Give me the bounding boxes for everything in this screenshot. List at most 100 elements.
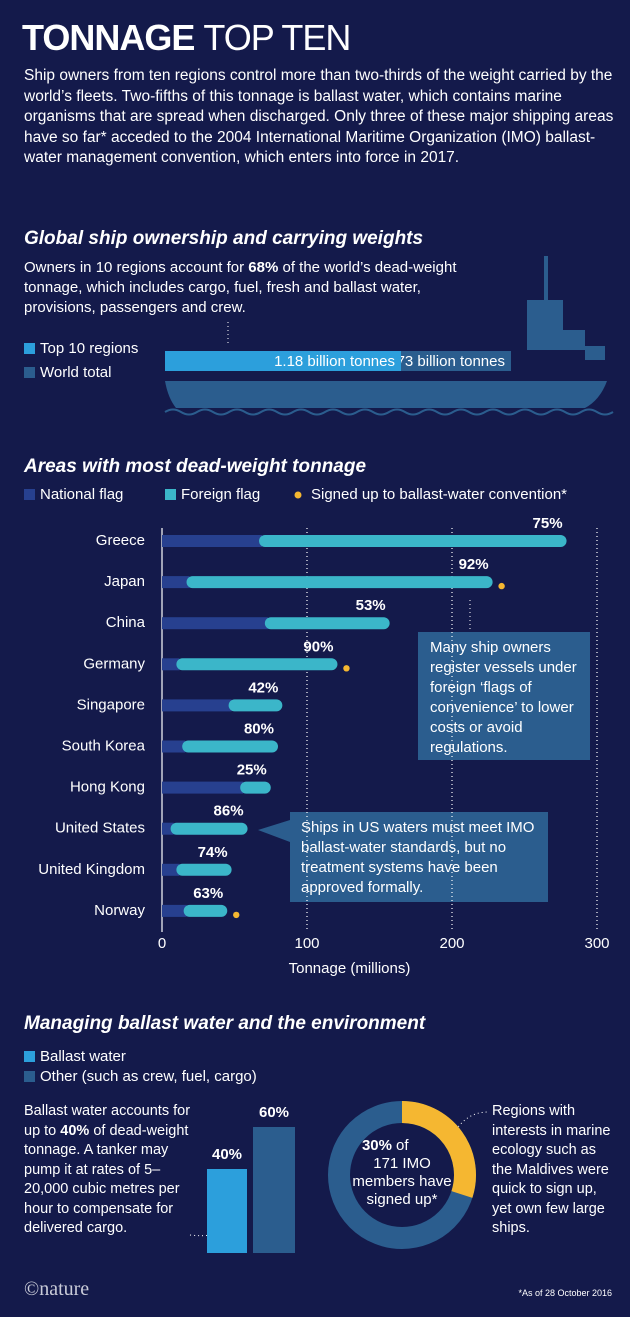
x-tick-label: 0 [158,935,166,952]
share-label: 92% [459,556,489,573]
bold-text: 40% [60,1122,90,1139]
signed-marker [498,582,505,590]
bar-foreign [176,658,338,671]
center-text: 171 IMO [373,1155,431,1172]
share-label: 90% [303,638,333,655]
bar-national [162,781,244,794]
bar-foreign [186,576,493,589]
category-label: Germany [83,655,145,672]
category-label: Singapore [77,696,145,713]
x-tick-label: 100 [294,935,319,952]
legend-swatch [165,489,176,500]
bold-text: 68% [248,259,279,276]
legend-label: Foreign flag [181,486,260,503]
section-title: Areas with most dead-weight tonnage [24,456,367,477]
category-label: Greece [96,532,145,549]
value-label: 60% [259,1104,289,1121]
legend-swatch [24,1071,35,1082]
legend-label: Top 10 regions [40,340,138,357]
title-rest: TOP TEN [203,17,351,58]
column [207,1169,247,1253]
title-bold: TONNAGE [22,17,195,58]
annotation-box [290,812,548,902]
legend-swatch [24,489,35,500]
legend-label: Signed up to ballast-water convention* [311,486,567,503]
category-label: China [106,614,146,631]
pointer [258,820,290,842]
text: of dead-weight tonnage. A tanker may pum… [24,1122,189,1237]
category-label: United States [55,820,145,837]
bar-foreign [264,617,390,630]
leader [455,1111,489,1131]
bar-national [162,617,268,630]
value-label: 1.73 billion tonnes [384,353,505,370]
column [253,1127,295,1253]
annotation: Many ship owners register vessels under … [430,639,577,756]
center-text: of [396,1137,409,1154]
section-title: Global ship ownership and carrying weigh… [24,228,424,249]
legend-marker [294,491,302,499]
x-tick-label: 200 [439,935,464,952]
legend-swatch [24,343,35,354]
bar-foreign [183,904,228,917]
text: Owners in 10 regions account for [24,259,249,276]
legend-swatch [24,367,35,378]
description: Owners in 10 regions account for 68% of … [24,258,474,318]
bar-foreign [182,740,278,753]
annotation: Regions with interests in marine ecology… [492,1103,611,1236]
waves [164,408,614,416]
donut-segment [401,1101,476,1198]
text: of the world’s dead-weight tonnage, whic… [24,259,457,316]
description: Ballast water accounts for up to 40% of … [24,1102,192,1239]
category-label: South Korea [62,737,146,754]
bar-foreign [170,822,248,835]
share-label: 80% [244,720,274,737]
intro: Ship owners from ten regions control mor… [24,67,614,166]
bar [165,351,401,371]
share-label: 42% [248,679,278,696]
bar-national [162,699,232,712]
share-label: 25% [237,762,267,779]
x-axis-label: Tonnage (millions) [289,960,411,977]
center-text: signed up* [367,1191,438,1208]
bar-national [162,535,263,547]
category-label: Japan [104,573,145,590]
value-label: 1.18 billion tonnes [274,353,395,370]
x-tick-label: 300 [584,935,609,952]
bar-foreign [259,535,567,547]
value-label: 40% [212,1146,242,1163]
value-label: 30% [362,1137,392,1154]
center-text: members have [352,1173,451,1190]
section-title: Managing ballast water and the environme… [24,1013,426,1034]
share-label: 86% [214,803,244,820]
category-label: Norway [94,902,145,919]
bar-national [162,822,174,835]
bar-foreign [176,863,232,876]
bar-national [162,904,187,917]
bar-foreign [228,699,283,712]
title: TONNAGE TOP TEN [22,17,351,58]
legend-label: Other (such as crew, fuel, cargo) [40,1068,257,1085]
annotation: Ships in US waters must meet IMO ballast… [301,819,535,896]
share-label: 75% [533,515,563,532]
signed-marker [343,665,350,672]
category-label: Hong Kong [70,779,145,796]
legend-label: National flag [40,486,123,503]
share-label: 74% [198,844,228,861]
bar-national [162,863,180,876]
legend-label: Ballast water [40,1048,126,1065]
bar-foreign [240,781,271,794]
bar-national [162,576,190,589]
share-label: 63% [193,885,223,902]
annotation-box [418,632,590,760]
logo: ©nature [24,1278,90,1300]
footnote: *As of 28 October 2016 [518,1288,612,1298]
signed-marker [233,911,240,919]
text: Ballast water accounts for up to [24,1103,191,1139]
legend-label: World total [40,364,111,381]
share-label: 53% [356,597,386,614]
category-label: United Kingdom [38,861,145,878]
bar-national [162,740,186,753]
